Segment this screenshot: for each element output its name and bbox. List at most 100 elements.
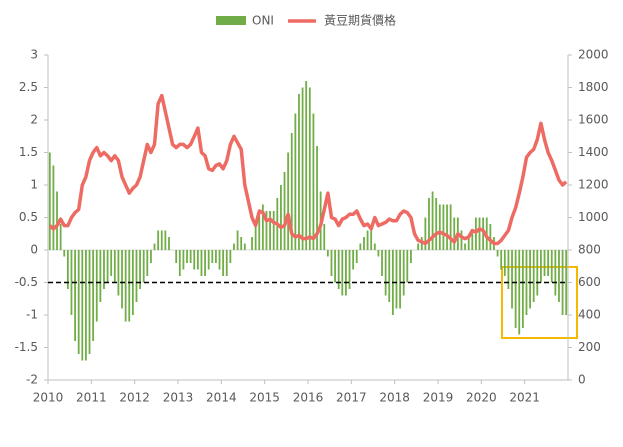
bar [558,250,560,302]
bar [478,217,481,250]
bar [77,250,80,354]
bar [150,250,152,263]
bar [189,250,192,263]
bar [233,243,235,250]
bar [142,250,145,283]
bar [330,250,333,276]
bar [218,250,221,270]
line [48,93,568,246]
bar [511,250,513,309]
bar [518,250,521,335]
y2-tick-label: 1200 [578,178,609,192]
bar [547,250,550,276]
bar [460,230,463,250]
bar [438,204,441,250]
bar [280,185,282,250]
y2-tick-label: 1800 [578,80,609,94]
y-tick-label: -2 [26,373,38,387]
bar [113,250,116,283]
y-tick-label: 0.5 [19,210,38,224]
bar [164,230,167,250]
bar [366,230,369,250]
bar [540,250,542,283]
bar [157,230,160,250]
y-tick-label: 3 [30,48,38,62]
bar [298,94,300,250]
bar [135,250,138,302]
bar [52,165,55,250]
bar [95,250,98,322]
bar [503,250,506,276]
bar [410,250,412,263]
bar [236,230,239,250]
x-tick-label: 2017 [336,391,367,405]
x-tick-label: 2021 [509,391,540,405]
bar [146,250,149,276]
bar [301,87,304,250]
bar [550,250,553,283]
bar [200,250,203,276]
bar [211,250,214,263]
bar [355,250,358,263]
bar [442,204,445,250]
legend-swatch [216,16,246,25]
y-tick-label: 2.5 [19,80,38,94]
bar [402,250,405,296]
bar [99,250,102,302]
bar [554,250,557,296]
bar [500,250,503,270]
bar [229,250,232,263]
bar [56,191,58,250]
bar [70,250,73,315]
y-tick-label: 1.5 [19,145,38,159]
x-tick-label: 2013 [163,391,194,405]
y2-tick-label: 1600 [578,113,609,127]
y-tick-label: -1 [26,308,38,322]
bar [424,217,427,250]
bar [428,198,430,250]
bar [88,250,91,354]
bar [117,250,120,296]
bar [124,250,127,322]
y-tick-label: 0 [30,243,38,257]
bar [168,237,170,250]
bar [103,250,105,289]
bar [294,113,297,250]
bar [312,113,315,250]
bar [182,250,185,270]
bar [110,250,113,276]
y2-tick-label: 1000 [578,210,609,224]
y2-tick-label: 0 [578,373,586,387]
y2-tick-label: 800 [578,243,601,257]
bar [337,250,340,289]
legend-label: ONI [252,14,274,28]
bar [81,250,84,361]
bar [536,250,539,296]
bar [384,250,387,296]
bar [139,250,141,289]
bar [449,204,452,250]
y2-tick-label: 200 [578,340,601,354]
bar [240,237,243,250]
bar [215,250,217,263]
x-tick-label: 2010 [33,391,64,405]
bar [489,224,492,250]
y-tick-label: -0.5 [15,275,38,289]
bar [290,133,293,250]
y-tick-label: -1.5 [15,340,38,354]
y2-tick-label: 2000 [578,48,609,62]
bar [532,250,535,302]
bar [507,250,510,289]
bar [254,224,257,250]
bar [186,250,188,263]
bar [272,211,275,250]
legend-label: 黃豆期貨價格 [324,13,396,28]
bar [373,243,376,250]
bar [464,243,466,250]
bar [514,250,517,328]
bar [196,250,199,270]
y-tick-label: 2 [30,113,38,127]
bar [85,250,87,361]
x-tick-label: 2020 [466,391,497,405]
x-tick-label: 2012 [119,391,150,405]
